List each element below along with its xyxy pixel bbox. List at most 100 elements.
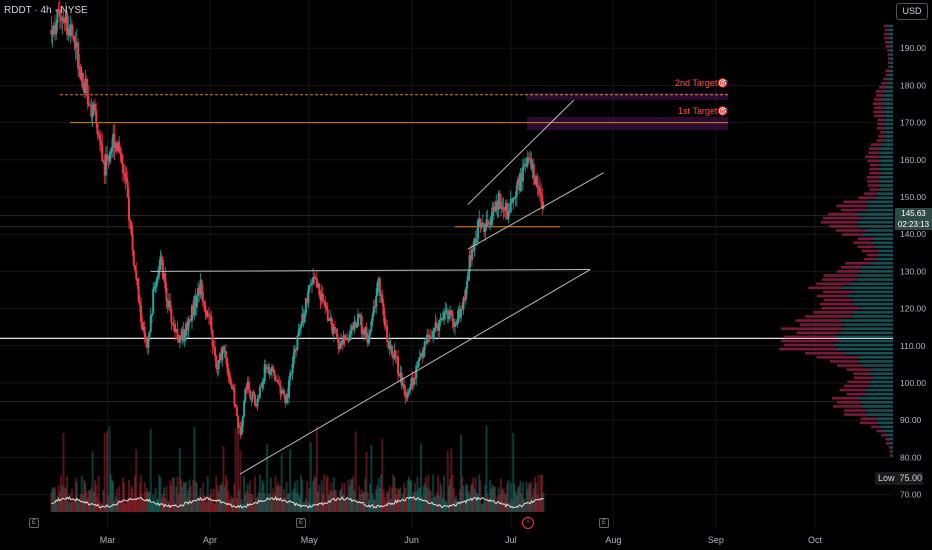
candle-body-369 [497,193,500,210]
profile-down-104 [889,450,892,453]
last-price-tag: 145.63 02:23:13 [895,208,932,230]
candle-body-320 [438,320,441,331]
volume-bar-234 [333,490,336,512]
volume-bar-345 [468,494,471,512]
candle-body-304 [418,357,421,360]
volume-bar-103 [175,486,178,512]
profile-up-72 [840,319,893,322]
volume-bar-252 [355,499,358,512]
profile-up-38 [879,180,893,183]
volume-bar-163 [247,493,250,512]
trendline-2 [150,269,591,272]
candle-body-85 [153,286,156,290]
candle-body-70 [135,270,138,279]
volume-bar-380 [510,499,513,512]
candle-body-379 [509,198,512,213]
profile-up-87 [869,380,893,384]
profile-down-31 [868,151,880,155]
profile-down-1 [884,28,889,32]
profile-up-37 [879,175,893,179]
earnings-marker-aug[interactable]: E [599,518,609,528]
volume-bar-66 [130,485,133,512]
volume-bar-399 [533,476,536,512]
candle-body-165 [250,397,253,400]
volume-bar-142 [222,445,225,512]
profile-down-74 [780,327,843,330]
profile-down-35 [869,167,879,171]
volume-bar-124 [200,496,203,512]
currency-button[interactable]: USD [896,3,928,20]
profile-down-49 [829,225,859,228]
volume-bar-191 [281,497,284,512]
candle-body-82 [149,315,152,332]
profile-up-103 [890,446,893,449]
candle-body-142 [222,346,225,353]
volume-bar-194 [285,482,288,512]
candle-body-14 [67,28,70,35]
profile-down-36 [869,171,882,175]
candle-body-58 [120,153,123,164]
candle-body-27 [83,88,86,94]
volume-bar-379 [509,482,512,512]
volume-bar-8 [60,475,63,512]
volume-bar-23 [78,499,81,512]
profile-up-50 [866,229,893,232]
profile-up-43 [866,200,893,204]
volume-bar-22 [77,502,80,512]
volume-bar-93 [163,487,166,512]
volume-bar-377 [507,479,510,512]
earnings-marker-feb[interactable]: E [29,518,39,528]
candle-body-273 [381,294,384,304]
candle-body-67 [131,234,134,251]
earnings-marker-may[interactable]: E [296,518,306,528]
volume-bar-180 [268,492,271,512]
candle-body-10 [62,17,65,22]
candle-body-321 [439,317,442,321]
symbol-label[interactable]: RDDT · 4h · NYSE [4,5,88,16]
x-tick-Mar: Mar [100,535,116,545]
volume-bar-32 [89,490,92,512]
candle-body-394 [527,157,530,159]
volume-bar-249 [352,476,355,512]
candle-body-180 [268,367,271,375]
profile-up-5 [889,45,893,48]
profile-down-87 [847,380,870,384]
candle-body-137 [216,367,219,370]
candle-body-225 [323,301,326,303]
dividend-bolt-icon[interactable]: ⚡ [522,517,534,529]
profile-up-65 [852,290,893,294]
candle-body-113 [187,320,190,331]
volume-bar-50 [110,479,113,512]
volume-bar-76 [142,499,145,512]
profile-up-40 [878,188,893,191]
volume-bar-270 [377,478,380,512]
profile-up-33 [879,159,893,163]
candle-body-280 [389,345,392,349]
candle-body-189 [279,384,282,394]
candle-body-274 [382,303,385,316]
volume-bar-335 [456,500,459,512]
candle-body-26 [81,73,84,89]
candle-body-328 [447,315,450,319]
candle-body-95 [165,287,168,301]
candle-body-115 [189,319,192,322]
volume-bar-326 [445,501,448,512]
profile-down-38 [867,180,880,183]
volume-bar-307 [422,486,425,512]
candle-body-219 [315,278,318,288]
volume-bar-136 [215,476,218,512]
profile-down-81 [816,356,859,359]
candle-body-116 [190,305,193,322]
candle-body-181 [269,371,272,375]
y-tick-110: 110.00 [900,341,926,351]
candle-body-36 [93,103,96,111]
candle-body-313 [429,336,432,339]
candle-body-298 [411,378,414,386]
candle-body-87 [155,278,158,287]
candle-body-175 [262,380,265,383]
profile-up-98 [879,425,893,429]
candle-body-192 [283,390,286,396]
volume-bar-108 [181,486,184,512]
